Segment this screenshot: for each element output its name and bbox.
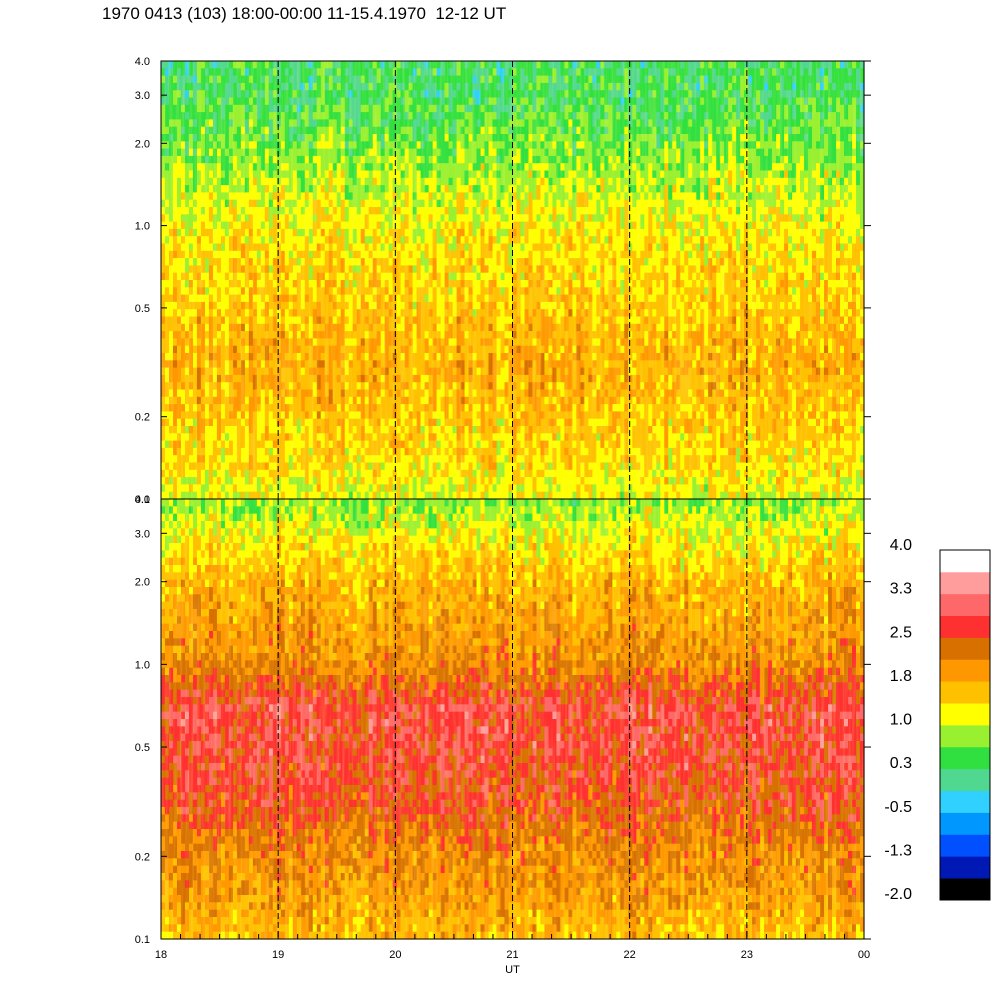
x-tick-label: 18 (155, 949, 167, 961)
colorbar-swatch (940, 746, 990, 770)
colorbar-swatch (940, 681, 990, 704)
colorbar-swatch (940, 593, 990, 617)
colorbar-swatch (940, 659, 990, 682)
colorbar-label: 1.8 (890, 668, 912, 685)
colorbar-swatch (940, 790, 990, 813)
x-tick-label: 00 (858, 949, 870, 961)
x-tick-label: 22 (624, 949, 636, 961)
y-tick-label: 3.0 (135, 90, 150, 102)
x-tick-label: 23 (741, 949, 753, 961)
y-tick-label: 3.0 (135, 528, 150, 540)
colorbar-swatch (940, 856, 990, 879)
colorbar-label: 4.0 (890, 537, 912, 554)
colorbar-label: -1.3 (884, 842, 912, 859)
upper-spectrogram-panel: 0.1 0.2 0.5 1.0 2.0 3.0 4.0 (135, 56, 871, 506)
colorbar-label: 1.0 (890, 712, 912, 729)
colorbar: 4.0 3.3 2.5 1.8 1.0 0.3 -0.5 -1.3 -2.0 (884, 537, 991, 903)
colorbar-label: 0.3 (890, 755, 912, 772)
y-tick-label: 4.0 (135, 494, 150, 506)
y-tick-label: 1.0 (135, 659, 150, 671)
colorbar-swatch (940, 550, 990, 573)
y-tick-label: 0.2 (135, 851, 150, 863)
colorbar-swatch (940, 615, 990, 638)
x-axis-label: UT (505, 964, 520, 976)
time-axis: 18 19 20 21 22 23 00 UT (155, 931, 870, 976)
lower-spectrogram-panel: 0.1 0.2 0.5 1.0 2.0 3.0 4.0 (135, 494, 871, 946)
colorbar-swatch (940, 571, 990, 595)
y-tick-label: 2.0 (135, 138, 150, 150)
colorbar-swatch (940, 725, 990, 748)
y-tick-label: 1.0 (135, 221, 150, 233)
y-tick-label: 0.1 (135, 934, 150, 946)
colorbar-label: 3.3 (890, 581, 912, 598)
y-tick-label: 0.2 (135, 412, 150, 424)
colorbar-frame (939, 549, 991, 901)
colorbar-label: -0.5 (884, 799, 912, 816)
y-tick-label: 4.0 (135, 56, 150, 68)
x-tick-label: 20 (389, 949, 401, 961)
colorbar-swatch (940, 812, 990, 835)
colorbar-swatch (940, 703, 990, 726)
colorbar-label: -2.0 (884, 886, 912, 903)
colorbar-swatch (940, 878, 990, 901)
x-tick-label: 19 (272, 949, 284, 961)
colorbar-swatch (940, 834, 990, 857)
colorbar-label: 2.5 (890, 624, 912, 641)
y-tick-label: 2.0 (135, 577, 150, 589)
colorbar-swatch (940, 768, 990, 792)
figure-title: 1970 0413 (103) 18:00-00:00 11-15.4.1970… (102, 4, 506, 24)
colorbar-swatch (940, 637, 990, 660)
y-tick-label: 0.5 (135, 742, 150, 754)
y-tick-label: 0.1 (135, 494, 150, 506)
y-tick-label: 0.5 (135, 303, 150, 315)
x-tick-label: 21 (506, 949, 518, 961)
